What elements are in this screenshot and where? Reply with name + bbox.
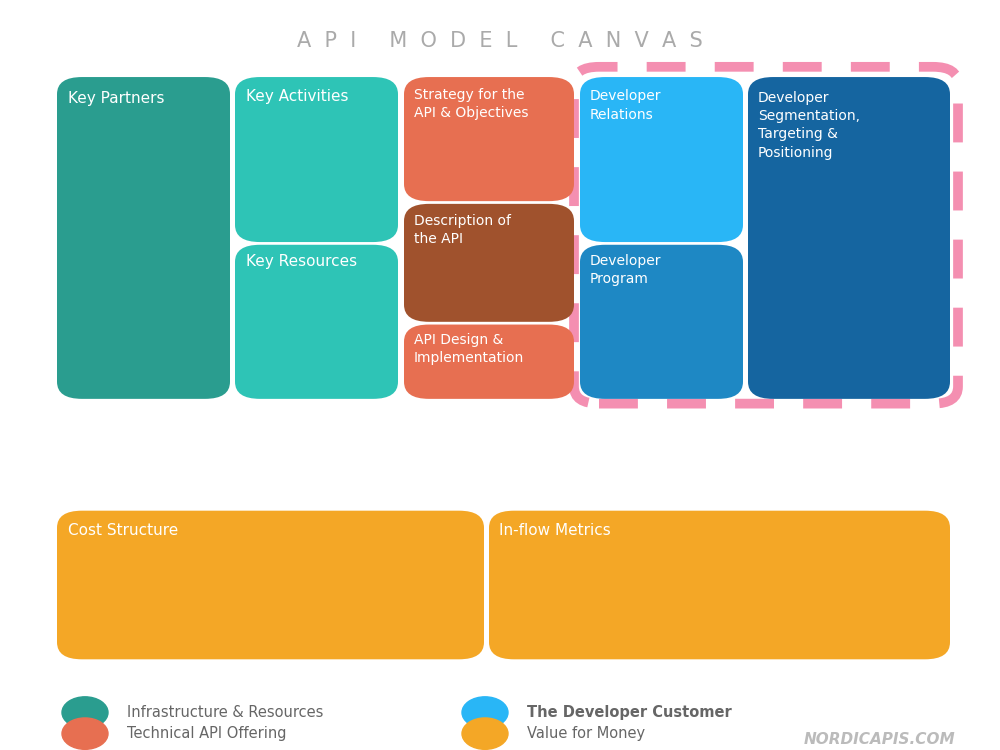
Text: Developer
Program: Developer Program [590, 254, 662, 286]
FancyBboxPatch shape [235, 244, 398, 399]
Text: Key Activities: Key Activities [246, 89, 349, 104]
Text: API Design &
Implementation: API Design & Implementation [414, 333, 524, 365]
FancyBboxPatch shape [404, 325, 574, 399]
FancyBboxPatch shape [404, 77, 574, 201]
Text: NORDICAPIS.COM: NORDICAPIS.COM [803, 731, 955, 746]
Text: Key Resources: Key Resources [246, 254, 357, 268]
FancyBboxPatch shape [748, 77, 950, 399]
Text: In-flow Metrics: In-flow Metrics [499, 523, 611, 538]
FancyBboxPatch shape [235, 77, 398, 242]
Text: Value for Money: Value for Money [527, 726, 645, 741]
Text: Key Partners: Key Partners [68, 91, 164, 106]
Text: The Developer Customer: The Developer Customer [527, 705, 732, 720]
Text: Technical API Offering: Technical API Offering [127, 726, 287, 741]
Text: Developer
Segmentation,
Targeting &
Positioning: Developer Segmentation, Targeting & Posi… [758, 91, 860, 160]
Text: Strategy for the
API & Objectives: Strategy for the API & Objectives [414, 88, 528, 120]
FancyBboxPatch shape [57, 511, 484, 659]
FancyBboxPatch shape [57, 77, 230, 399]
Circle shape [62, 718, 108, 749]
FancyBboxPatch shape [580, 244, 743, 399]
Text: Developer
Relations: Developer Relations [590, 89, 662, 122]
Text: Description of
the API: Description of the API [414, 214, 511, 247]
FancyBboxPatch shape [489, 511, 950, 659]
Circle shape [462, 718, 508, 749]
FancyBboxPatch shape [580, 77, 743, 242]
Text: A  P  I     M  O  D  E  L     C  A  N  V  A  S: A P I M O D E L C A N V A S [297, 31, 703, 51]
Circle shape [62, 697, 108, 728]
Circle shape [462, 697, 508, 728]
Text: Infrastructure & Resources: Infrastructure & Resources [127, 705, 323, 720]
FancyBboxPatch shape [404, 204, 574, 322]
Text: Cost Structure: Cost Structure [68, 523, 178, 538]
